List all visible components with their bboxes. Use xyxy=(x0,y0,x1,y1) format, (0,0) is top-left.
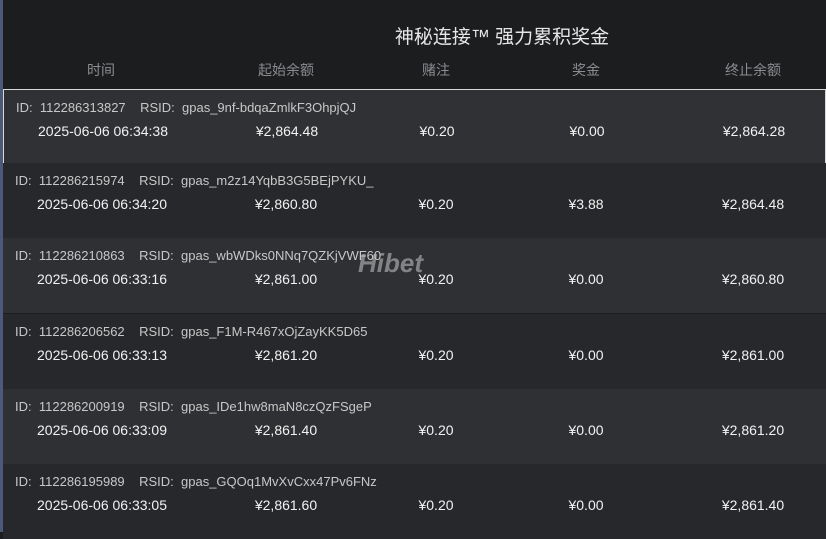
round-id: 112286313827 xyxy=(39,100,126,115)
id-label: ID: xyxy=(16,100,33,115)
row-ids: ID: 112286206562 RSID: gpas_F1M-R467xOjZ… xyxy=(15,324,367,339)
rsid: gpas_wbWDks0NNq7QZKjVWF60 xyxy=(181,248,382,263)
rsid-label: RSID: xyxy=(139,474,174,489)
start-balance-cell: ¥2,861.00 xyxy=(254,271,318,287)
round-id: 112286215974 xyxy=(38,173,125,188)
row-ids: ID: 112286313827 RSID: gpas_9nf-bdqaZmlk… xyxy=(16,100,356,115)
bet-cell: ¥0.20 xyxy=(419,123,455,139)
win-cell: ¥0.00 xyxy=(568,497,604,513)
bet-cell: ¥0.20 xyxy=(418,497,454,513)
start-balance-cell: ¥2,860.80 xyxy=(254,196,318,212)
table-row[interactable]: ID: 112286210863 RSID: gpas_wbWDks0NNq7Q… xyxy=(3,238,826,313)
rsid-label: RSID: xyxy=(139,324,174,339)
end-balance-cell: ¥2,861.20 xyxy=(721,422,785,438)
rsid-label: RSID: xyxy=(139,248,174,263)
end-balance-cell: ¥2,861.40 xyxy=(721,497,785,513)
time-cell: 2025-06-06 06:33:09 xyxy=(37,422,167,438)
id-label: ID: xyxy=(15,399,32,414)
row-ids: ID: 112286215974 RSID: gpas_m2z14YqbB3G5… xyxy=(15,173,374,188)
time-cell: 2025-06-06 06:33:05 xyxy=(37,497,167,513)
bet-cell: ¥0.20 xyxy=(418,196,454,212)
window-edge xyxy=(0,0,3,532)
column-header-end-balance: 终止余额 xyxy=(725,62,781,78)
win-cell: ¥0.00 xyxy=(569,123,605,139)
win-cell: ¥0.00 xyxy=(568,347,604,363)
end-balance-cell: ¥2,864.28 xyxy=(722,123,786,139)
row-ids: ID: 112286210863 RSID: gpas_wbWDks0NNq7Q… xyxy=(15,248,381,263)
table-row[interactable]: ID: 112286206562 RSID: gpas_F1M-R467xOjZ… xyxy=(3,314,826,389)
id-label: ID: xyxy=(15,324,32,339)
table-row[interactable]: ID: 112286200919 RSID: gpas_IDe1hw8maN8c… xyxy=(3,389,826,464)
rsid-label: RSID: xyxy=(139,173,174,188)
end-balance-cell: ¥2,861.00 xyxy=(721,347,785,363)
rsid: gpas_GQOq1MvXvCxx47Pv6FNz xyxy=(181,474,377,489)
round-id: 112286206562 xyxy=(38,324,125,339)
rsid: gpas_m2z14YqbB3G5BEjPYKU_ xyxy=(181,173,374,188)
bet-cell: ¥0.20 xyxy=(418,422,454,438)
start-balance-cell: ¥2,861.20 xyxy=(254,347,318,363)
rsid: gpas_IDe1hw8maN8czQzFSgeP xyxy=(181,399,372,414)
column-header-bet: 赌注 xyxy=(422,62,450,78)
page-title: 神秘连接™ 强力累积奖金 xyxy=(394,27,610,48)
column-header-time: 时间 xyxy=(87,62,115,78)
round-id: 112286195989 xyxy=(38,474,125,489)
column-header-win: 奖金 xyxy=(572,62,600,78)
time-cell: 2025-06-06 06:33:13 xyxy=(37,347,167,363)
bet-cell: ¥0.20 xyxy=(418,347,454,363)
table-row[interactable]: ID: 112286313827 RSID: gpas_9nf-bdqaZmlk… xyxy=(3,89,826,164)
win-cell: ¥0.00 xyxy=(568,271,604,287)
rsid: gpas_F1M-R467xOjZayKK5D65 xyxy=(181,324,368,339)
round-id: 112286210863 xyxy=(38,248,125,263)
time-cell: 2025-06-06 06:34:38 xyxy=(38,123,168,139)
row-ids: ID: 112286200919 RSID: gpas_IDe1hw8maN8c… xyxy=(15,399,372,414)
id-label: ID: xyxy=(15,248,32,263)
rsid-label: RSID: xyxy=(140,100,175,115)
time-cell: 2025-06-06 06:34:20 xyxy=(37,196,167,212)
column-header-start-balance: 起始余额 xyxy=(258,62,314,78)
rsid: gpas_9nf-bdqaZmlkF3OhpjQJ xyxy=(182,100,357,115)
id-label: ID: xyxy=(15,474,32,489)
table-row[interactable]: ID: 112286195989 RSID: gpas_GQOq1MvXvCxx… xyxy=(3,464,826,539)
win-cell: ¥3.88 xyxy=(568,196,604,212)
bet-cell: ¥0.20 xyxy=(418,271,454,287)
start-balance-cell: ¥2,861.40 xyxy=(254,422,318,438)
start-balance-cell: ¥2,861.60 xyxy=(254,497,318,513)
id-label: ID: xyxy=(15,173,32,188)
start-balance-cell: ¥2,864.48 xyxy=(255,123,319,139)
table-row[interactable]: ID: 112286215974 RSID: gpas_m2z14YqbB3G5… xyxy=(3,163,826,238)
end-balance-cell: ¥2,864.48 xyxy=(721,196,785,212)
watermark-logo: Hibet xyxy=(358,248,423,278)
row-ids: ID: 112286195989 RSID: gpas_GQOq1MvXvCxx… xyxy=(15,474,377,489)
round-id: 112286200919 xyxy=(38,399,125,414)
rsid-label: RSID: xyxy=(139,399,174,414)
time-cell: 2025-06-06 06:33:16 xyxy=(37,271,167,287)
win-cell: ¥0.00 xyxy=(568,422,604,438)
end-balance-cell: ¥2,860.80 xyxy=(721,271,785,287)
